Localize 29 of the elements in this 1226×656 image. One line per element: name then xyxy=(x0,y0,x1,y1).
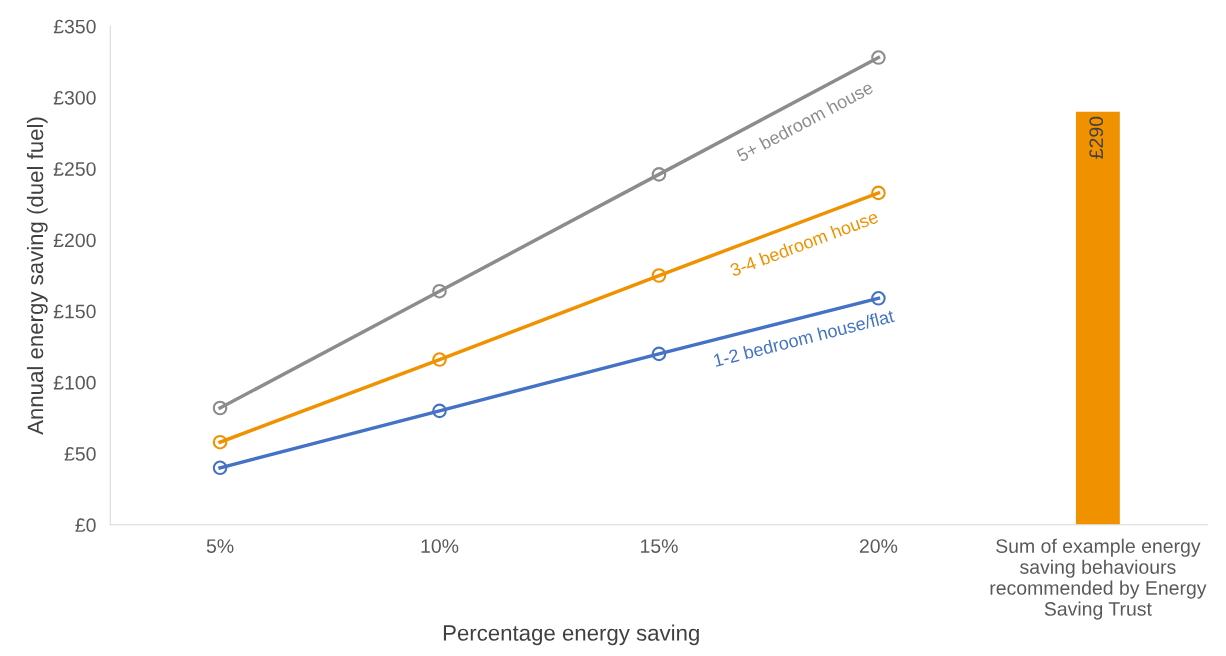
y-tick-label: £350 xyxy=(53,19,96,34)
x-tick-label: Sum of example energy saving behaviours recommended by Energy Saving Trust xyxy=(990,538,1207,620)
point xyxy=(432,403,447,419)
y-tick-label: £200 xyxy=(53,233,96,248)
point xyxy=(651,167,667,182)
x-axis-title: Percentage energy saving xyxy=(443,624,699,646)
y-axis-title: Annual energy saving (duel fuel) xyxy=(26,117,48,435)
point xyxy=(212,460,228,476)
x-tick-label: 10% xyxy=(421,539,459,553)
point xyxy=(871,291,886,306)
point xyxy=(651,268,667,283)
y-tick-label: £150 xyxy=(53,304,96,319)
y-tick-label: £50 xyxy=(64,447,96,461)
point xyxy=(432,352,447,367)
y-tick-label: £100 xyxy=(53,375,96,390)
x-tick-label: 15% xyxy=(641,539,678,553)
y-tick-label: £250 xyxy=(53,162,96,176)
point xyxy=(432,283,447,299)
text: 1-2 bedroom house/flat xyxy=(713,308,895,367)
y-tick-label: £300 xyxy=(53,90,96,105)
x-tick-label: 5% xyxy=(206,539,234,553)
point xyxy=(871,50,886,65)
data-label: £290 xyxy=(1089,116,1104,159)
y-tick-label: £0 xyxy=(75,518,96,533)
point xyxy=(871,185,886,201)
point xyxy=(212,400,228,416)
point xyxy=(212,434,228,450)
x-tick-label: 20% xyxy=(859,539,898,553)
point xyxy=(651,346,667,362)
